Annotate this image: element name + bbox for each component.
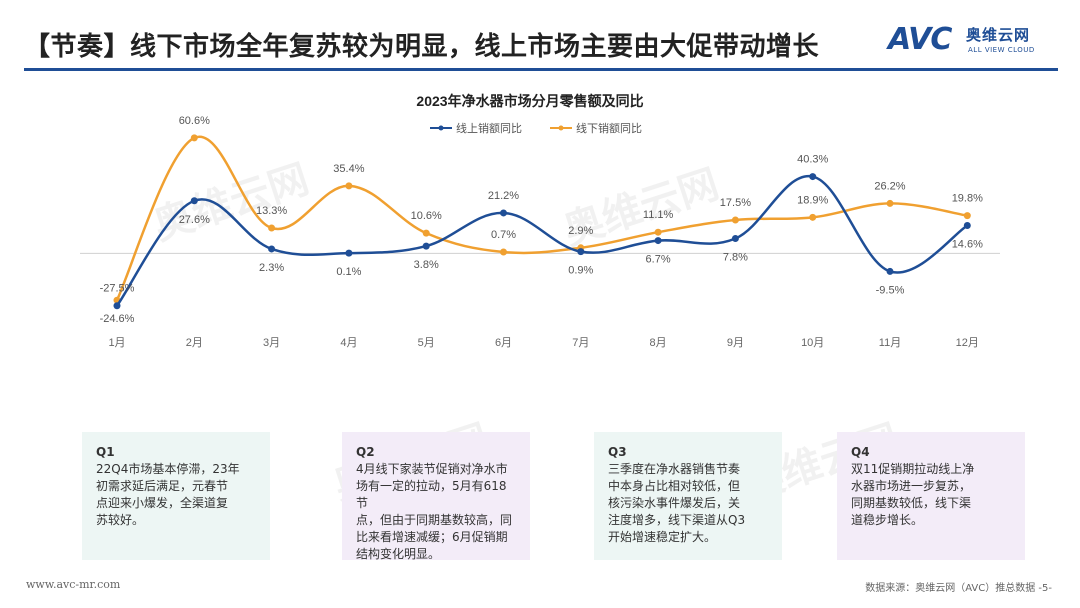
data-point <box>809 173 817 181</box>
x-tick-label: 8月 <box>650 337 667 349</box>
data-point <box>422 229 430 237</box>
data-label: 0.7% <box>491 229 516 241</box>
data-label: 0.9% <box>568 265 593 277</box>
data-label: -27.5% <box>100 283 135 295</box>
series-line <box>115 175 968 307</box>
note-text: 三季度在净水器销售节奏 中本身占比相对较低，但 核污染水事件爆发后，关 注度增多，线下… <box>608 462 746 544</box>
data-label: 17.5% <box>720 197 751 209</box>
data-label: 10.6% <box>411 210 442 222</box>
data-label: 6.7% <box>646 254 671 266</box>
data-label: 3.8% <box>414 259 439 271</box>
note-text: 双11促销期拉动线上净 水器市场进一步复苏， 同期基数较低，线下渠 道稳步增长。 <box>851 462 975 527</box>
data-label: -24.6% <box>100 313 135 325</box>
x-tick-label: 6月 <box>495 337 512 349</box>
note-heading: Q1 <box>96 445 115 459</box>
x-tick-label: 2月 <box>186 337 203 349</box>
page-title: 【节奏】线下市场全年复苏较为明显，线上市场主要由大促带动增长 <box>24 32 820 62</box>
x-tick-label: 7月 <box>572 337 589 349</box>
note-q3: Q3 三季度在净水器销售节奏 中本身占比相对较低，但 核污染水事件爆发后，关 注度增多… <box>594 432 782 560</box>
chart-title: 2023年净水器市场分月零售额及同比 <box>416 93 643 109</box>
data-label: 13.3% <box>256 205 287 217</box>
data-label: 19.8% <box>952 193 983 205</box>
header-divider <box>24 68 1058 71</box>
legend-marker <box>558 125 564 131</box>
data-point <box>190 197 198 205</box>
data-label: 2.9% <box>568 225 593 237</box>
data-point <box>577 248 585 256</box>
data-point <box>190 134 198 142</box>
data-label: 35.4% <box>333 163 364 175</box>
data-label: 7.8% <box>723 251 748 263</box>
x-tick-label: 9月 <box>727 337 744 349</box>
data-label: 27.6% <box>179 214 210 226</box>
logo-mark: AVC <box>888 22 952 57</box>
line-chart: 2023年净水器市场分月零售额及同比 线上销额同比 线下销额同比 -27.5% 27… <box>80 93 1000 349</box>
data-point <box>268 224 276 232</box>
data-point <box>963 222 971 230</box>
x-tick-label: 3月 <box>263 337 280 349</box>
data-point <box>731 234 739 242</box>
brand-logo: AVC 奥维云网 ALL VIEW CLOUD <box>888 22 1058 62</box>
data-label: 26.2% <box>874 180 905 192</box>
note-heading: Q2 <box>356 445 375 459</box>
note-q4: Q4 双11促销期拉动线上净 水器市场进一步复苏， 同期基数较低，线下渠 道稳步增长。 <box>837 432 1025 560</box>
note-heading: Q4 <box>851 445 870 459</box>
data-label: -9.5% <box>876 284 905 296</box>
note-text: 22Q4市场基本停滞，23年 初需求延后满足，元春节 点迎来小爆发，全渠道复 苏较好。 <box>96 462 240 527</box>
data-point <box>654 237 662 245</box>
x-tick-label: 1月 <box>108 337 125 349</box>
data-label: 11.1% <box>643 209 674 221</box>
data-point <box>886 267 894 275</box>
footer-source: 数据来源：奥维云网（AVC）推总数据 -5- <box>865 583 1052 594</box>
note-text: 4月线下家装节促销对净水市 场有一定的拉动，5月有618节 点，但由于同期基数较高，… <box>356 462 513 561</box>
data-label: 2.3% <box>259 262 284 274</box>
x-tick-label: 10月 <box>801 337 824 349</box>
logo-cn-text: 奥维云网 <box>966 26 1031 44</box>
x-tick-label: 4月 <box>340 337 357 349</box>
data-point <box>809 213 817 221</box>
data-label: 0.1% <box>336 266 361 278</box>
quarter-notes: Q1 22Q4市场基本停滞，23年 初需求延后满足，元春节 点迎来小爆发，全渠道复苏… <box>82 432 1032 561</box>
note-q2: Q2 4月线下家装节促销对净水市 场有一定的拉动，5月有618节 点，但由于同期基数… <box>342 432 530 561</box>
series-line <box>115 135 968 301</box>
x-tick-label: 11月 <box>879 337 901 349</box>
data-point <box>886 199 894 207</box>
data-label: 14.6% <box>952 239 983 251</box>
data-label: 18.9% <box>797 194 828 206</box>
data-point <box>963 212 971 220</box>
data-point <box>268 245 276 253</box>
data-point <box>500 209 507 217</box>
data-point <box>345 249 353 257</box>
logo-en-text: ALL VIEW CLOUD <box>968 46 1035 54</box>
data-label: 60.6% <box>179 115 210 127</box>
legend-marker <box>438 125 444 131</box>
data-label: 21.2% <box>488 190 519 202</box>
data-point <box>345 182 353 190</box>
data-point <box>500 248 507 256</box>
data-label: 40.3% <box>797 154 828 166</box>
legend-label: 线上销额同比 <box>456 121 522 135</box>
note-heading: Q3 <box>608 445 627 459</box>
data-point <box>654 228 662 236</box>
data-point <box>422 242 430 250</box>
data-point <box>731 216 739 224</box>
x-tick-label: 5月 <box>418 337 435 349</box>
x-tick-label: 12月 <box>956 337 979 349</box>
footer-url: www.avc-mr.com <box>26 578 121 591</box>
note-q1: Q1 22Q4市场基本停滞，23年 初需求延后满足，元春节 点迎来小爆发，全渠道复苏… <box>82 432 270 560</box>
data-point <box>113 302 121 310</box>
legend-label: 线下销额同比 <box>576 121 642 135</box>
